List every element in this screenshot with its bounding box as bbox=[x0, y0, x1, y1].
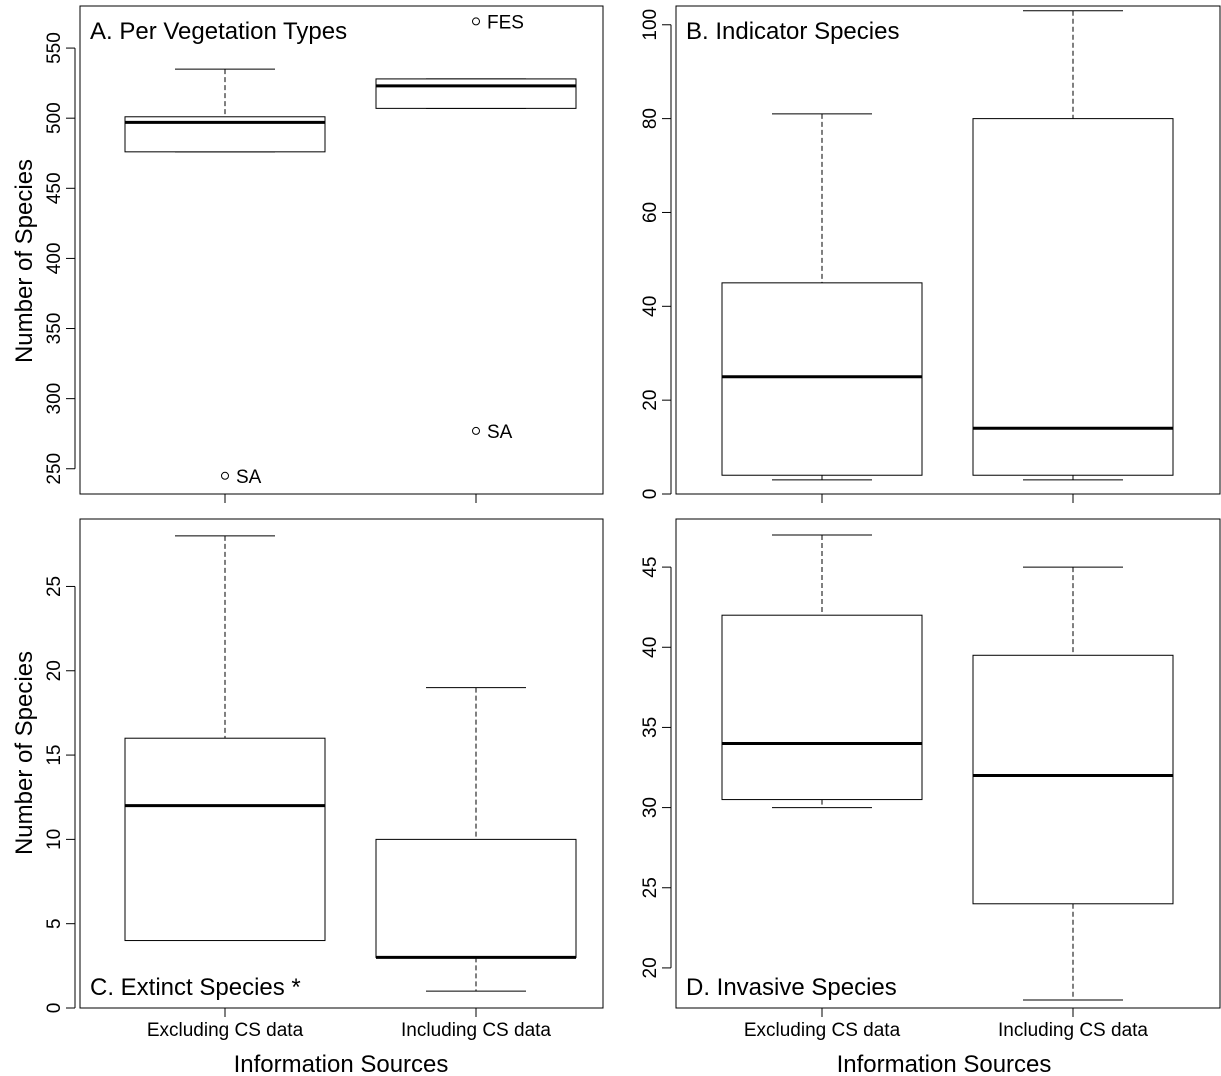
box-2 bbox=[972, 566, 1174, 1001]
outlier-label: SA bbox=[236, 467, 262, 488]
box-2 bbox=[972, 10, 1174, 481]
y-tick-label: 20 bbox=[640, 390, 661, 411]
plot-frame bbox=[675, 518, 1221, 1009]
x-tick-label: Including CS data bbox=[998, 1020, 1148, 1041]
y-tick-label: 500 bbox=[44, 102, 65, 134]
box-2 bbox=[375, 687, 577, 992]
x-tick-label: Including CS data bbox=[401, 1020, 551, 1041]
y-tick-label: 5 bbox=[44, 918, 65, 929]
y-tick-label: 30 bbox=[640, 797, 661, 818]
y-tick-label: 20 bbox=[640, 957, 661, 978]
plot-frame bbox=[79, 5, 604, 495]
box-iqr bbox=[375, 838, 577, 958]
box-iqr bbox=[721, 614, 923, 801]
box-iqr bbox=[972, 118, 1174, 476]
plot-frame bbox=[675, 5, 1221, 495]
box-1 bbox=[124, 68, 326, 153]
x-tick-label: Excluding CS data bbox=[147, 1020, 304, 1041]
outlier-point bbox=[221, 471, 229, 480]
panel-title: D. Invasive Species bbox=[686, 974, 897, 1001]
y-tick-label: 550 bbox=[44, 32, 65, 64]
y-tick-label: 0 bbox=[640, 489, 661, 500]
y-tick-label: 60 bbox=[640, 202, 661, 223]
panel-c: 0 5 10 15 20 25 Excluding CS data Including CS … bbox=[44, 518, 604, 1041]
outlier-label: SA bbox=[487, 422, 513, 443]
y-tick-label: 400 bbox=[44, 243, 65, 275]
y-tick-label: 80 bbox=[640, 108, 661, 129]
y-tick-label: 45 bbox=[640, 557, 661, 578]
panel-title: B. Indicator Species bbox=[686, 18, 899, 45]
box-1 bbox=[124, 535, 326, 942]
y-tick-label: 25 bbox=[640, 877, 661, 898]
x-axis-title-left: Information Sources bbox=[234, 1051, 449, 1076]
y-tick-label: 20 bbox=[44, 660, 65, 681]
y-tick-label: 250 bbox=[44, 453, 65, 485]
y-axis-title-bottom: Number of Species bbox=[11, 651, 38, 855]
x-tick-label: Excluding CS data bbox=[744, 1020, 901, 1041]
y-tick-label: 450 bbox=[44, 172, 65, 204]
y-axis-title-top: Number of Species bbox=[11, 159, 38, 363]
y-tick-label: 300 bbox=[44, 383, 65, 415]
y-tick-label: 10 bbox=[44, 829, 65, 850]
y-tick-label: 40 bbox=[640, 296, 661, 317]
y-tick-label: 35 bbox=[640, 717, 661, 738]
outlier-point bbox=[472, 17, 480, 26]
panel-b: 0 20 40 60 80 100 B. Indicator Species bbox=[640, 5, 1221, 503]
box-2 bbox=[375, 78, 577, 109]
box-iqr bbox=[124, 737, 326, 942]
y-tick-label: 350 bbox=[44, 313, 65, 345]
y-tick-label: 15 bbox=[44, 744, 65, 765]
box-iqr bbox=[972, 654, 1174, 905]
x-axis-title-right: Information Sources bbox=[837, 1051, 1052, 1076]
box-iqr bbox=[721, 282, 923, 476]
panel-a: 250 300 350 400 450 500 550 SA SA FES A. Per Veget… bbox=[44, 5, 604, 503]
y-tick-label: 100 bbox=[640, 9, 661, 41]
box-iqr bbox=[375, 78, 577, 109]
panel-title: C. Extinct Species * bbox=[90, 974, 301, 1001]
y-tick-label: 0 bbox=[44, 1003, 65, 1014]
box-1 bbox=[721, 113, 923, 481]
plot-frame bbox=[79, 518, 604, 1009]
box-1 bbox=[721, 534, 923, 809]
y-tick-label: 40 bbox=[640, 637, 661, 658]
outlier-label: FES bbox=[487, 12, 524, 33]
outlier-point bbox=[472, 426, 480, 435]
panel-title: A. Per Vegetation Types bbox=[90, 18, 347, 45]
y-tick-label: 25 bbox=[44, 576, 65, 597]
panel-d: 20 25 30 35 40 45 Excluding CS data Including C… bbox=[640, 518, 1221, 1041]
